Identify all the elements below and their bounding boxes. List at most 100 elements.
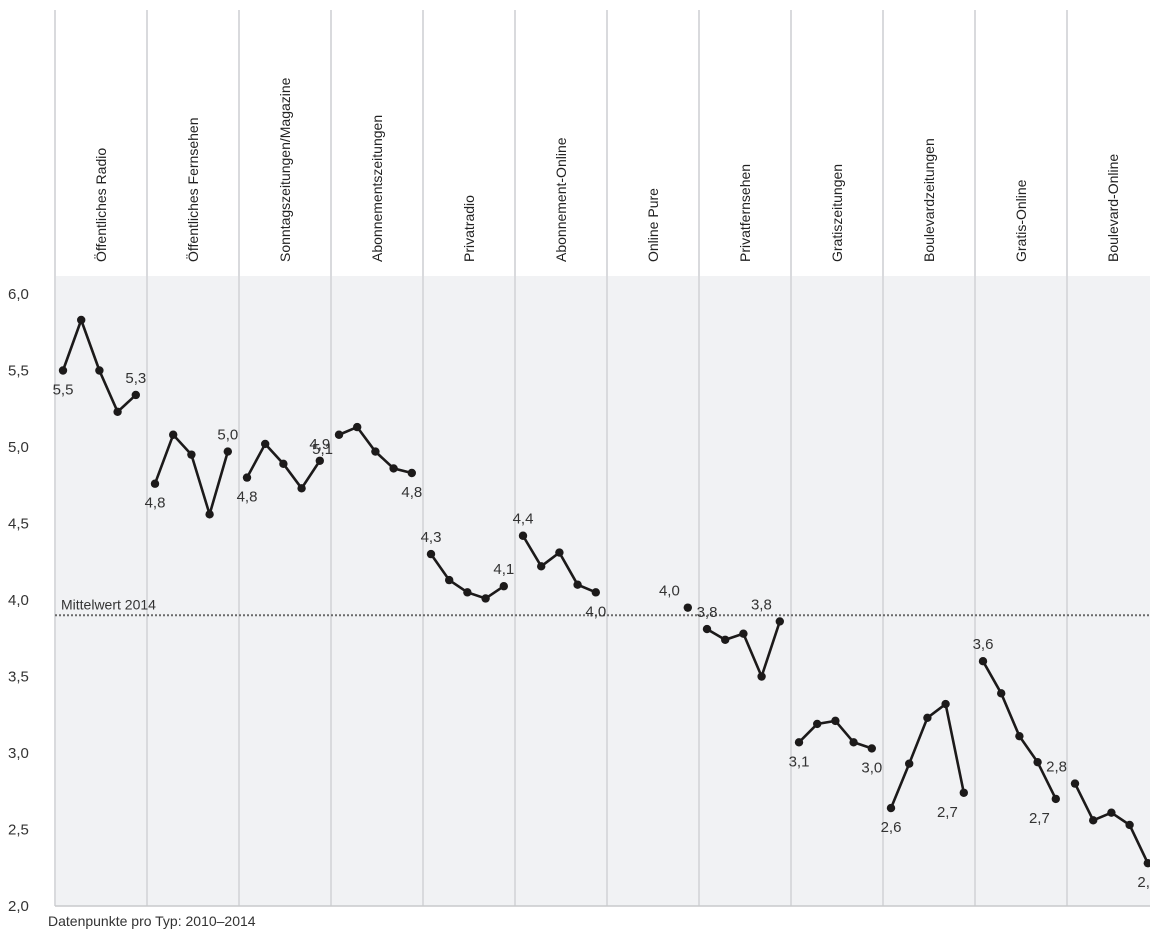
data-point [334, 430, 344, 439]
plot-background [55, 276, 1150, 906]
data-label: 4,8 [145, 495, 166, 512]
data-point [1107, 808, 1116, 817]
data-point [463, 588, 472, 597]
data-label: 3,6 [973, 636, 994, 653]
data-point [739, 629, 748, 638]
footnote: Datenpunkte pro Typ: 2010–2014 [48, 913, 256, 929]
data-point [886, 803, 896, 813]
data-point [261, 439, 270, 449]
data-point [1033, 757, 1042, 767]
y-tick-label: 4,5 [8, 516, 29, 533]
data-label: 4,8 [237, 489, 258, 506]
data-point [591, 588, 600, 597]
data-point [518, 531, 528, 540]
data-point [959, 788, 968, 797]
data-point [353, 422, 362, 432]
data-label: 2,7 [937, 804, 958, 821]
category-label: Online Pure [645, 188, 661, 262]
data-point [445, 575, 454, 585]
series-lines [58, 315, 1150, 868]
data-point [77, 315, 86, 325]
data-label: 5,5 [53, 382, 74, 399]
data-label: 4,8 [401, 484, 422, 501]
data-point [169, 430, 178, 439]
column-dividers [54, 10, 1068, 906]
data-point [849, 738, 858, 747]
data-point [1125, 820, 1134, 830]
data-point [905, 759, 914, 768]
y-tick-label: 3,0 [8, 745, 29, 762]
category-label: Sonntagszeitungen/Magazine [277, 77, 293, 262]
y-tick-label: 3,5 [8, 669, 29, 686]
category-label: Abonnementszeitungen [369, 115, 385, 262]
data-point [205, 510, 214, 519]
data-label: 4,4 [513, 511, 534, 528]
data-label: 2,6 [881, 819, 902, 836]
data-point [831, 716, 840, 726]
category-labels: Öffentliches Radio Öffentliches Fernsehen… [92, 77, 1121, 262]
data-label: 4,0 [585, 603, 606, 620]
data-point [1070, 779, 1080, 788]
y-axis-ticks: 2,0 2,5 3,0 3,5 4,0 4,5 5,0 5,5 6,0 [8, 286, 29, 915]
data-label: 3,8 [697, 604, 718, 621]
data-point [573, 580, 582, 589]
data-point [242, 473, 252, 482]
data-point [941, 699, 950, 709]
data-label: 2,7 [1029, 810, 1050, 827]
category-label: Boulevardzeitungen [921, 138, 937, 262]
data-point [1015, 731, 1024, 741]
y-tick-label: 4,0 [8, 592, 29, 609]
data-point [757, 672, 766, 681]
data-point [978, 657, 988, 666]
data-point [223, 447, 232, 456]
data-point [371, 447, 380, 456]
data-label: 5,1 [312, 441, 333, 458]
y-tick-label: 5,0 [8, 439, 29, 456]
reference-line-label: Mittelwert 2014 [61, 596, 156, 612]
category-label: Privatfernsehen [737, 164, 753, 262]
data-point [279, 459, 288, 469]
data-labels: 5,5 5,3 4,8 5,0 4,8 4,95,1 4,8 4,3 4,1 4,4 4,0 4,0 3… [53, 370, 1150, 891]
data-point [297, 484, 306, 493]
data-label: 4,0 [659, 583, 680, 600]
data-point [315, 456, 324, 465]
reference-line-group: Mittelwert 2014 [55, 596, 1150, 617]
data-point [426, 549, 436, 559]
data-point [721, 635, 730, 644]
data-point [58, 366, 68, 375]
data-point [389, 464, 398, 473]
data-label: 3,0 [861, 759, 882, 776]
data-point [813, 719, 822, 729]
data-point [555, 548, 564, 557]
data-point [997, 689, 1006, 698]
category-label: Gratis-Online [1013, 179, 1029, 262]
y-tick-label: 5,5 [8, 363, 29, 380]
category-label: Öffentliches Radio [92, 148, 109, 262]
data-point [95, 366, 104, 375]
data-point [867, 744, 876, 753]
data-point [499, 582, 508, 591]
data-label: 3,8 [751, 596, 772, 613]
y-tick-label: 2,5 [8, 822, 29, 839]
data-label: 5,3 [125, 370, 146, 387]
data-point [131, 390, 140, 400]
y-tick-label: 2,0 [8, 898, 29, 915]
data-point [113, 407, 122, 417]
category-label: Boulevard-Online [1105, 154, 1121, 262]
data-label: 5,0 [217, 427, 238, 444]
data-label: 2,3 [1137, 874, 1150, 891]
data-label: 4,3 [421, 529, 442, 546]
data-point [1089, 816, 1098, 825]
data-point [1143, 858, 1150, 868]
data-point [537, 562, 546, 571]
data-point [702, 624, 712, 634]
y-tick-label: 6,0 [8, 286, 29, 303]
data-label: 4,1 [493, 561, 514, 578]
category-label: Öffentliches Fernsehen [184, 118, 201, 263]
data-point [150, 479, 160, 488]
data-label: 3,1 [789, 753, 810, 770]
data-point [683, 603, 692, 612]
category-label: Privatradio [461, 195, 477, 262]
data-label: 2,8 [1046, 759, 1067, 776]
